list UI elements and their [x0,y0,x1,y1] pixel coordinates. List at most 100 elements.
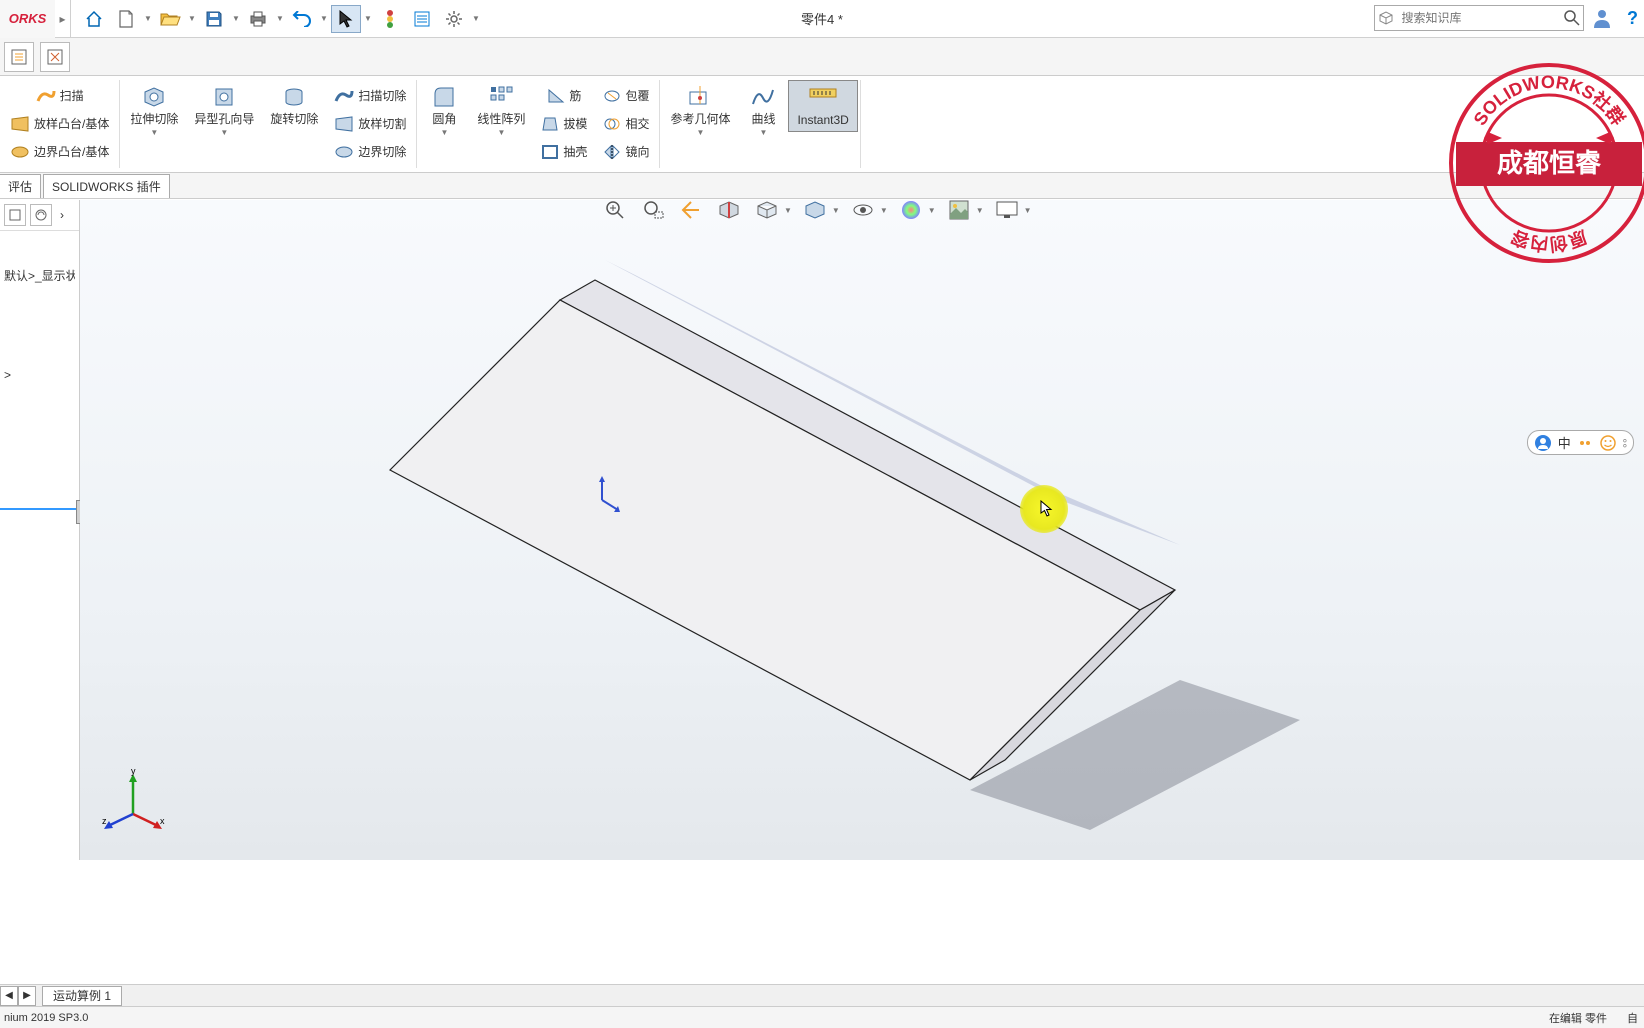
search-icon[interactable] [1561,9,1584,27]
tab-scroll: ◀ ▶ [0,986,36,1006]
svg-text:x: x [160,816,165,826]
config-b-icon[interactable] [40,42,70,72]
sub-toolbar [0,38,1644,76]
lofted-boss-button[interactable]: 放样凸台/基体 [6,110,113,138]
shell-button[interactable]: 抽壳 [537,138,591,166]
dropdown-icon[interactable]: ▼ [143,14,153,23]
tab-evaluate[interactable]: 评估 [0,174,41,198]
extruded-cut-button[interactable]: 拉伸切除▼ [122,80,186,141]
save-icon[interactable] [199,5,229,33]
version-label: nium 2019 SP3.0 [0,1012,88,1024]
reference-geometry-button[interactable]: 参考几何体▼ [662,80,738,141]
wrap-button[interactable]: 包覆 [599,82,653,110]
dropdown-icon[interactable]: ▼ [231,14,241,23]
label: 异型孔向导 [194,112,254,126]
undo-icon[interactable] [287,5,317,33]
draft-button[interactable]: 拔模 [537,110,591,138]
dropdown-icon[interactable]: ▼ [319,14,329,23]
lofted-cut-button[interactable]: 放样切割 [330,110,410,138]
dropdown-icon[interactable]: ▼ [363,14,373,23]
open-file-icon[interactable] [155,5,185,33]
help-icon[interactable]: ? [1627,8,1638,29]
home-icon[interactable] [79,5,109,33]
tree-item-display-state[interactable]: 默认>_显示状 [4,265,75,286]
previous-view-icon[interactable] [676,200,706,225]
print-icon[interactable] [243,5,273,33]
revolved-cut-button[interactable]: 旋转切除 [262,80,326,130]
3d-viewport[interactable]: ▼ ▼ ▼ ▼ ▼ ▼ [80,200,1644,860]
settings-gear-icon[interactable] [439,5,469,33]
tree-tabs: › [0,200,79,231]
boundary-boss-button[interactable]: 边界凸台/基体 [6,138,113,166]
ime-more-icon[interactable]: ⦂ [1623,434,1627,451]
intersect-button[interactable]: 相交 [599,110,653,138]
instant3d-button[interactable]: Instant3D [788,80,857,132]
tree-tab-feature-icon[interactable] [4,204,26,226]
edit-state-label: 在编辑 零件 [1529,1010,1627,1026]
select-icon[interactable] [331,5,361,33]
svg-text:z: z [102,816,107,826]
appearance-icon[interactable] [896,200,926,225]
app-logo: ORKS [0,0,55,38]
search-input[interactable] [1398,11,1561,25]
user-icon[interactable] [1590,6,1614,33]
rib-button[interactable]: 筋 [543,82,585,110]
motion-study-tab[interactable]: 运动算例 1 [42,986,122,1006]
label: 边界切除 [358,145,406,159]
svg-text:y: y [131,766,136,776]
tree-selection-bar [0,508,78,510]
swept-boss-button[interactable]: 扫描 [32,82,88,110]
label: Instant3D [797,113,848,127]
config-a-icon[interactable] [4,42,34,72]
ime-mode-icon[interactable] [1577,435,1593,451]
boundary-cut-button[interactable]: 边界切除 [330,138,410,166]
tab-addins[interactable]: SOLIDWORKS 插件 [43,174,170,198]
section-view-icon[interactable] [714,200,744,225]
dropdown-icon[interactable]: ▼ [187,14,197,23]
swept-cut-button[interactable]: 扫描切除 [330,82,410,110]
dropdown-icon[interactable]: ▼ [471,14,481,23]
linear-pattern-button[interactable]: 线性阵列▼ [469,80,533,141]
bottom-tabs: ◀ ▶ 运动算例 1 [0,984,1644,1006]
label: 相交 [625,117,649,131]
view-orientation-icon[interactable] [752,200,782,225]
hide-show-icon[interactable] [848,200,878,225]
feature-tree[interactable]: 默认>_显示状 > [0,231,79,388]
label: 筋 [569,89,581,103]
tab-scroll-right-icon[interactable]: ▶ [18,986,36,1006]
label: 拉伸切除 [130,112,178,126]
feature-tree-panel: › 默认>_显示状 > [0,200,80,860]
hole-wizard-button[interactable]: 异型孔向导▼ [186,80,262,141]
ime-lang-label[interactable]: 中 [1558,433,1571,452]
label: 扫描 [60,89,84,103]
tree-tab-more-icon[interactable]: › [56,204,68,226]
label: 曲线 [751,112,775,126]
tree-tab-config-icon[interactable] [30,204,52,226]
curves-button[interactable]: 曲线▼ [738,80,788,141]
scene-icon[interactable] [944,200,974,225]
fillet-button[interactable]: 圆角▼ [419,80,469,141]
expand-arrow-icon[interactable]: ▸ [55,0,71,38]
ime-user-icon[interactable] [1534,434,1552,452]
zoom-fit-icon[interactable] [600,200,630,225]
search-box[interactable] [1374,5,1584,31]
label: 扫描切除 [358,89,406,103]
tab-scroll-left-icon[interactable]: ◀ [0,986,18,1006]
rebuild-icon[interactable] [375,5,405,33]
ime-emoji-icon[interactable] [1599,434,1617,452]
zoom-area-icon[interactable] [638,200,668,225]
label: 参考几何体 [670,112,730,126]
label: 旋转切除 [270,112,318,126]
display-style-icon[interactable] [800,200,830,225]
new-file-icon[interactable] [111,5,141,33]
command-tabs: 评估 SOLIDWORKS 插件 [0,173,1644,199]
work-area: › 默认>_显示状 > ▼ ▼ ▼ ▼ ▼ ▼ [0,200,1644,860]
view-triad[interactable]: y x z [98,766,168,836]
ime-toolbar[interactable]: 中 ⦂ [1527,430,1634,455]
label: 线性阵列 [477,112,525,126]
dropdown-icon[interactable]: ▼ [275,14,285,23]
mirror-button[interactable]: 镜向 [599,138,653,166]
options-list-icon[interactable] [407,5,437,33]
tree-item[interactable]: > [4,366,75,384]
render-icon[interactable] [992,200,1022,225]
